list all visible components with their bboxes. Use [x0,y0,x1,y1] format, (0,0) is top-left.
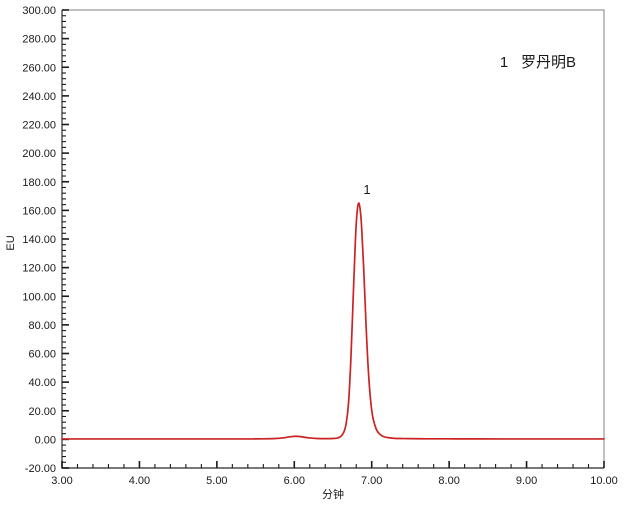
y-tick-label: 80.00 [28,320,56,332]
x-tick-label: 10.00 [590,475,618,487]
chromatogram-trace [61,202,605,440]
y-tick-label: 60.00 [28,349,56,361]
y-axis-tick-labels: 300.00 280.00 260.00 240.00 220.00 200.00 180.… [22,5,56,475]
y-tick-label: 40.00 [28,377,56,389]
y-tick-label: 260.00 [22,62,56,74]
y-tick-label: -20.00 [25,463,56,475]
trace-path-0 [61,202,605,440]
y-tick-label: 160.00 [22,205,56,217]
y-tick-label: 240.00 [22,91,56,103]
y-axis-ticks [62,9,69,469]
y-tick-label: 280.00 [22,34,56,46]
legend-entry-label: 罗丹明B [521,54,576,71]
y-axis-title: EU [5,235,17,250]
x-tick-label: 9.00 [516,475,537,487]
x-tick-label: 6.00 [284,475,305,487]
x-tick-label: 4.00 [129,475,150,487]
y-tick-label: 120.00 [22,263,56,275]
legend-entry-index: 1 [500,54,508,71]
plot-border [62,9,605,468]
x-tick-label: 3.00 [51,475,72,487]
x-tick-label: 8.00 [438,475,459,487]
x-tick-label: 7.00 [361,475,382,487]
y-tick-label: 0.00 [35,434,56,446]
y-tick-label: 100.00 [22,291,56,303]
peak-label-1: 1 [363,182,370,197]
x-tick-label: 5.00 [206,475,227,487]
y-tick-label: 20.00 [28,406,56,418]
y-tick-label: 180.00 [22,177,56,189]
y-tick-label: 140.00 [22,234,56,246]
x-axis-title: 分钟 [322,487,344,501]
y-tick-label: 200.00 [22,148,56,160]
x-axis-ticks [61,461,605,468]
y-tick-label: 220.00 [22,120,56,132]
y-tick-label: 300.00 [22,5,56,17]
x-axis-tick-labels: 3.00 4.00 5.00 6.00 7.00 8.00 9.00 10.00 [51,475,617,487]
